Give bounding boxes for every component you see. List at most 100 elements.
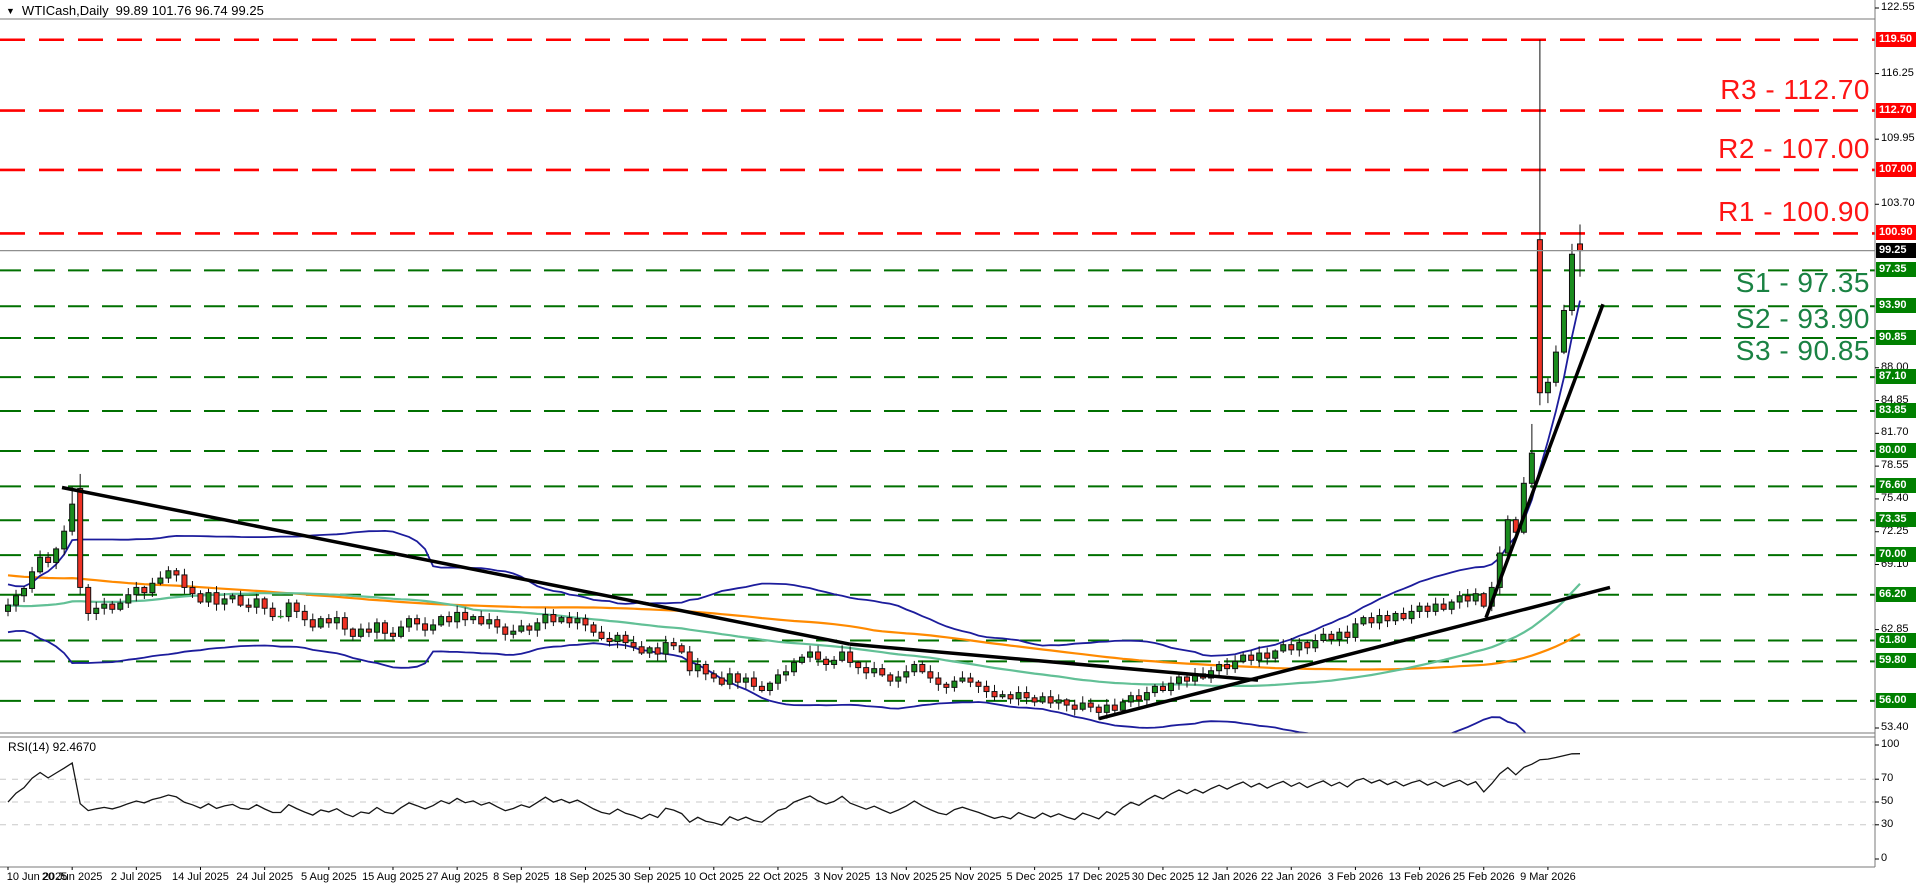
candle-124 <box>999 694 1006 698</box>
candle-60 <box>486 619 493 625</box>
candle-102 <box>823 658 830 665</box>
candle-95 <box>766 682 773 692</box>
candle-55 <box>446 616 453 623</box>
candle-36 <box>293 602 300 612</box>
candle-104 <box>839 651 846 661</box>
candle-65 <box>526 625 533 631</box>
candle-71 <box>574 618 581 624</box>
symbol-dropdown-icon[interactable]: ▼ <box>6 5 15 16</box>
candle-38 <box>309 619 316 628</box>
candle-68 <box>550 613 557 623</box>
candle-163 <box>1312 640 1319 649</box>
candle-112 <box>903 671 910 678</box>
trendline-descending-resistance-1[interactable] <box>61 485 851 646</box>
candle-123 <box>991 691 998 698</box>
trendline-steep-ascending-support[interactable] <box>1484 303 1605 619</box>
candle-47 <box>381 622 388 634</box>
candle-48 <box>389 632 396 637</box>
candle-136 <box>1095 706 1102 713</box>
candle-7 <box>61 530 68 550</box>
candle-169 <box>1360 617 1367 625</box>
resistance-label-r2: R2 - 107.00 <box>1718 132 1870 164</box>
candle-28 <box>229 595 236 600</box>
candle-70 <box>566 617 573 624</box>
candle-125 <box>1007 694 1014 700</box>
time-axis[interactable] <box>7 867 1549 870</box>
candle-78 <box>630 642 637 648</box>
candle-59 <box>478 616 485 625</box>
candle-82 <box>662 642 669 655</box>
candle-57 <box>462 611 469 621</box>
candle-173 <box>1392 612 1399 622</box>
candle-49 <box>397 626 404 637</box>
candle-146 <box>1175 676 1182 684</box>
candle-161 <box>1296 642 1303 651</box>
candle-80 <box>646 647 653 654</box>
trendline-descending-resistance-2[interactable] <box>849 642 1259 682</box>
candle-155 <box>1248 654 1255 661</box>
candle-131 <box>1055 699 1062 704</box>
bollinger-lower-band <box>7 629 1527 733</box>
candle-84 <box>678 645 685 653</box>
candle-62 <box>502 626 509 635</box>
candle-29 <box>237 595 244 606</box>
candle-164 <box>1320 633 1327 642</box>
trendline-ascending-support[interactable] <box>1098 585 1611 721</box>
candle-45 <box>365 628 372 633</box>
candle-51 <box>414 618 421 625</box>
candle-5 <box>45 556 52 563</box>
candle-160 <box>1288 644 1295 651</box>
candle-13 <box>109 603 116 610</box>
candle-141 <box>1135 695 1142 701</box>
candle-58 <box>470 616 477 621</box>
candle-24 <box>197 593 204 603</box>
candle-74 <box>598 631 605 639</box>
candle-165 <box>1328 633 1335 640</box>
candle-193 <box>1552 351 1559 383</box>
candle-89 <box>718 677 725 685</box>
candle-0 <box>5 604 11 612</box>
rsi-line <box>7 753 1581 826</box>
candle-145 <box>1167 682 1174 692</box>
candle-157 <box>1264 652 1271 659</box>
candle-159 <box>1280 644 1287 652</box>
candle-31 <box>253 598 260 608</box>
candle-73 <box>590 624 597 633</box>
candle-184 <box>1480 593 1487 607</box>
candle-117 <box>943 683 950 688</box>
candle-127 <box>1023 692 1030 699</box>
candle-bodies <box>5 239 1583 713</box>
candle-64 <box>518 625 525 632</box>
candle-192 <box>1544 381 1551 394</box>
chart-title: ▼ WTICash,Daily 99.89 101.76 96.74 99.25 <box>6 3 264 18</box>
candle-91 <box>734 673 741 683</box>
candle-2 <box>21 587 28 597</box>
candle-190 <box>1528 452 1535 484</box>
rsi-panel-area[interactable] <box>0 753 1875 826</box>
candle-175 <box>1408 610 1415 620</box>
candle-142 <box>1143 692 1150 701</box>
candle-81 <box>654 647 661 655</box>
candle-94 <box>758 685 765 692</box>
candle-101 <box>815 651 822 660</box>
candle-4 <box>37 556 44 573</box>
candle-42 <box>341 617 348 630</box>
candle-85 <box>686 651 693 672</box>
candle-76 <box>614 634 621 643</box>
candle-16 <box>133 586 140 596</box>
candle-23 <box>189 586 196 595</box>
candle-172 <box>1384 615 1391 622</box>
candle-179 <box>1440 603 1447 610</box>
candle-37 <box>301 610 308 621</box>
resistance-label-r3: R3 - 112.70 <box>1720 73 1870 105</box>
candle-54 <box>438 616 445 626</box>
price-axis[interactable] <box>1875 7 1879 860</box>
candle-99 <box>799 656 806 663</box>
main-chart-area[interactable] <box>0 38 1875 847</box>
candle-195 <box>1568 253 1575 311</box>
candle-111 <box>895 676 902 682</box>
candle-27 <box>221 598 228 605</box>
candle-170 <box>1368 617 1375 624</box>
candle-56 <box>454 611 461 623</box>
